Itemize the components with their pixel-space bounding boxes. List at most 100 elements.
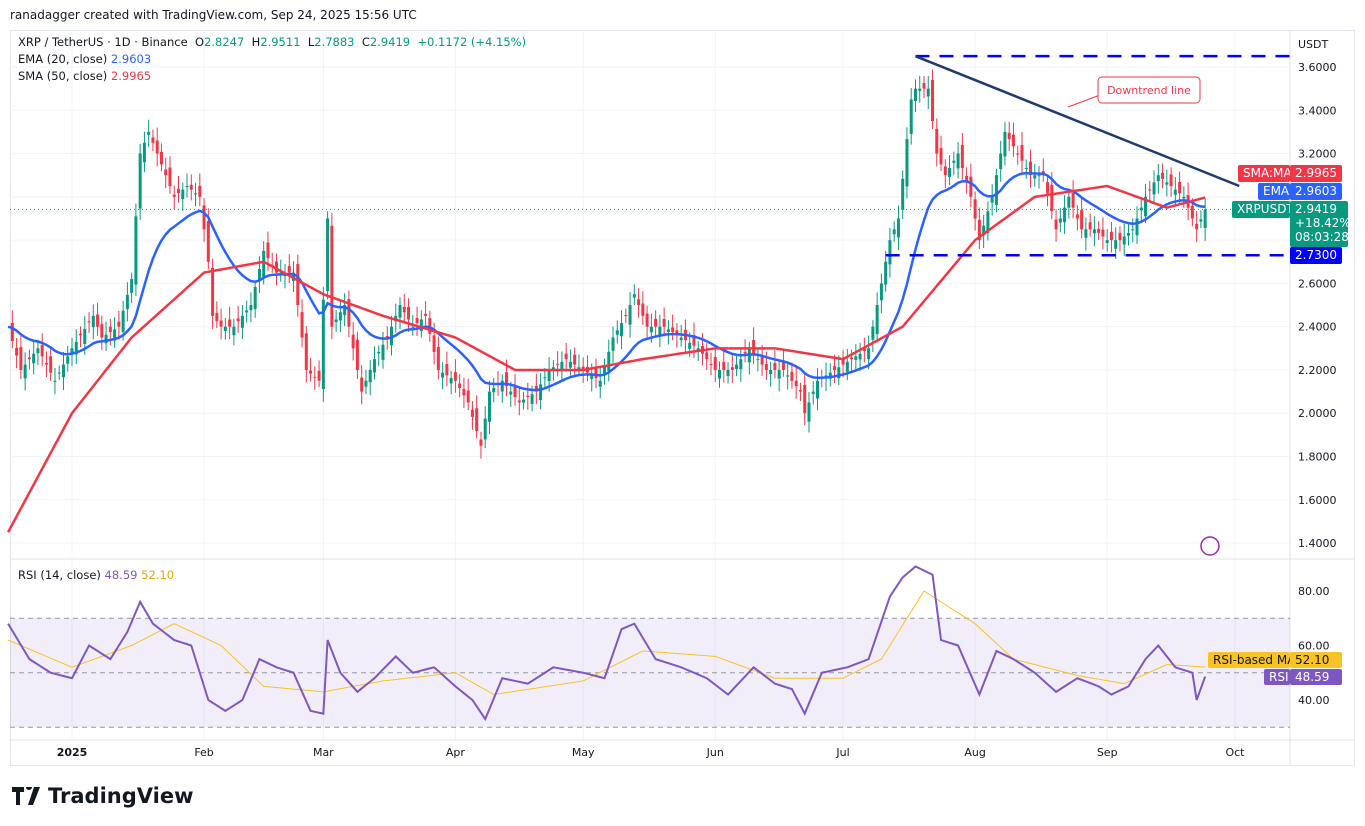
downtrend-line bbox=[915, 55, 1240, 188]
candle-body bbox=[321, 299, 325, 390]
candle-body bbox=[253, 287, 257, 310]
candle-body bbox=[462, 389, 466, 396]
candle-body bbox=[1011, 134, 1015, 147]
candle-body bbox=[326, 218, 330, 292]
lightning-icon bbox=[1200, 536, 1220, 556]
ema-value: 2.9603 bbox=[110, 52, 152, 66]
candle-body bbox=[475, 408, 479, 432]
candle-body bbox=[398, 305, 402, 318]
rsi-ma-tag bbox=[1208, 652, 1290, 668]
candle-body bbox=[811, 391, 815, 394]
candle-body bbox=[91, 315, 95, 328]
time-tick-label: Jun bbox=[706, 746, 724, 759]
rsi-tag bbox=[1264, 669, 1290, 685]
candle-body bbox=[1161, 172, 1165, 179]
candle-body bbox=[896, 218, 900, 238]
candle-body bbox=[858, 353, 862, 360]
candle-body bbox=[1135, 218, 1139, 236]
candle-body bbox=[211, 267, 215, 316]
tradingview-logo[interactable]: TradingView bbox=[12, 784, 193, 808]
candle-body bbox=[999, 153, 1003, 170]
candle-body bbox=[794, 380, 798, 387]
candle-body bbox=[304, 333, 308, 370]
candle-body bbox=[892, 229, 896, 235]
candle-body bbox=[185, 186, 189, 188]
candle-body bbox=[164, 169, 168, 176]
candle-body bbox=[1075, 214, 1079, 219]
candle-body bbox=[27, 357, 31, 360]
candle-body bbox=[803, 384, 807, 414]
candle-body bbox=[334, 319, 338, 323]
candle-body bbox=[943, 166, 947, 176]
candle-body bbox=[560, 361, 564, 372]
candle-body bbox=[658, 326, 662, 336]
candle-body bbox=[722, 361, 726, 370]
candle-body bbox=[547, 369, 551, 382]
ema-tag-text: EMA bbox=[1263, 184, 1290, 198]
candle-body bbox=[330, 225, 334, 327]
candle-body bbox=[390, 326, 393, 346]
time-tick-label: Oct bbox=[1225, 746, 1245, 759]
candle-body bbox=[649, 326, 653, 333]
candle-body bbox=[628, 305, 632, 325]
candle-body bbox=[692, 334, 696, 346]
candle-body bbox=[743, 351, 747, 354]
sma-legend[interactable]: SMA (50, close) 2.9965 bbox=[18, 69, 151, 83]
candle-body bbox=[351, 334, 355, 349]
candle-body bbox=[543, 377, 547, 379]
candle-body bbox=[1144, 196, 1148, 217]
candle-body bbox=[424, 313, 428, 316]
candle-body bbox=[1058, 218, 1062, 223]
candle-body bbox=[360, 377, 364, 392]
candle-body bbox=[53, 380, 57, 382]
candle-body bbox=[662, 318, 666, 327]
candle-body bbox=[479, 439, 483, 446]
candle-body bbox=[1063, 207, 1067, 223]
candle-body bbox=[1003, 131, 1007, 157]
sma-line bbox=[6, 184, 1206, 533]
candle-body bbox=[436, 346, 440, 370]
candle-body bbox=[871, 326, 875, 340]
candle-body bbox=[240, 315, 244, 328]
time-tick-label: Sep bbox=[1097, 746, 1118, 759]
candle-body bbox=[1131, 229, 1135, 231]
candle-body bbox=[15, 347, 19, 356]
candle-body bbox=[909, 99, 913, 135]
candle-body bbox=[730, 367, 734, 370]
candle-body bbox=[790, 371, 794, 381]
candle-body bbox=[372, 359, 376, 373]
sma-price-badge bbox=[1290, 165, 1342, 182]
candle-body bbox=[530, 394, 534, 404]
candle-body bbox=[705, 352, 709, 360]
candle-body bbox=[994, 175, 998, 205]
candle-body bbox=[551, 367, 555, 370]
ema-price-badge-text: 2.9603 bbox=[1295, 184, 1337, 198]
low-label: L bbox=[307, 35, 315, 49]
price-tick-label: 2.4000 bbox=[1298, 321, 1337, 334]
candle-body bbox=[1165, 182, 1169, 185]
candle-body bbox=[833, 366, 837, 370]
candle-body bbox=[1199, 219, 1203, 222]
symbol-tag bbox=[1232, 201, 1290, 218]
candle-body bbox=[513, 385, 517, 398]
candle-body bbox=[828, 372, 832, 379]
time-tick-label: Jul bbox=[835, 746, 849, 759]
candle-body bbox=[338, 312, 342, 321]
candle-body bbox=[739, 359, 743, 370]
candle-body bbox=[522, 399, 526, 403]
candle-body bbox=[1105, 240, 1109, 243]
candle-body bbox=[441, 372, 445, 378]
candle-body bbox=[607, 351, 611, 372]
rsi-legend[interactable]: RSI (14, close) 48.59 52.10 bbox=[18, 568, 174, 582]
candle-body bbox=[615, 330, 619, 335]
candle-body bbox=[905, 139, 909, 187]
candle-body bbox=[837, 367, 841, 379]
sma-tag-text: SMA:MA bbox=[1243, 166, 1292, 180]
time-tick-label: May bbox=[572, 746, 595, 759]
candle-body bbox=[117, 321, 121, 327]
candle-body bbox=[296, 264, 300, 306]
candle-body bbox=[87, 321, 91, 323]
ema-legend[interactable]: EMA (20, close) 2.9603 bbox=[18, 52, 151, 66]
candle-body bbox=[922, 83, 926, 89]
